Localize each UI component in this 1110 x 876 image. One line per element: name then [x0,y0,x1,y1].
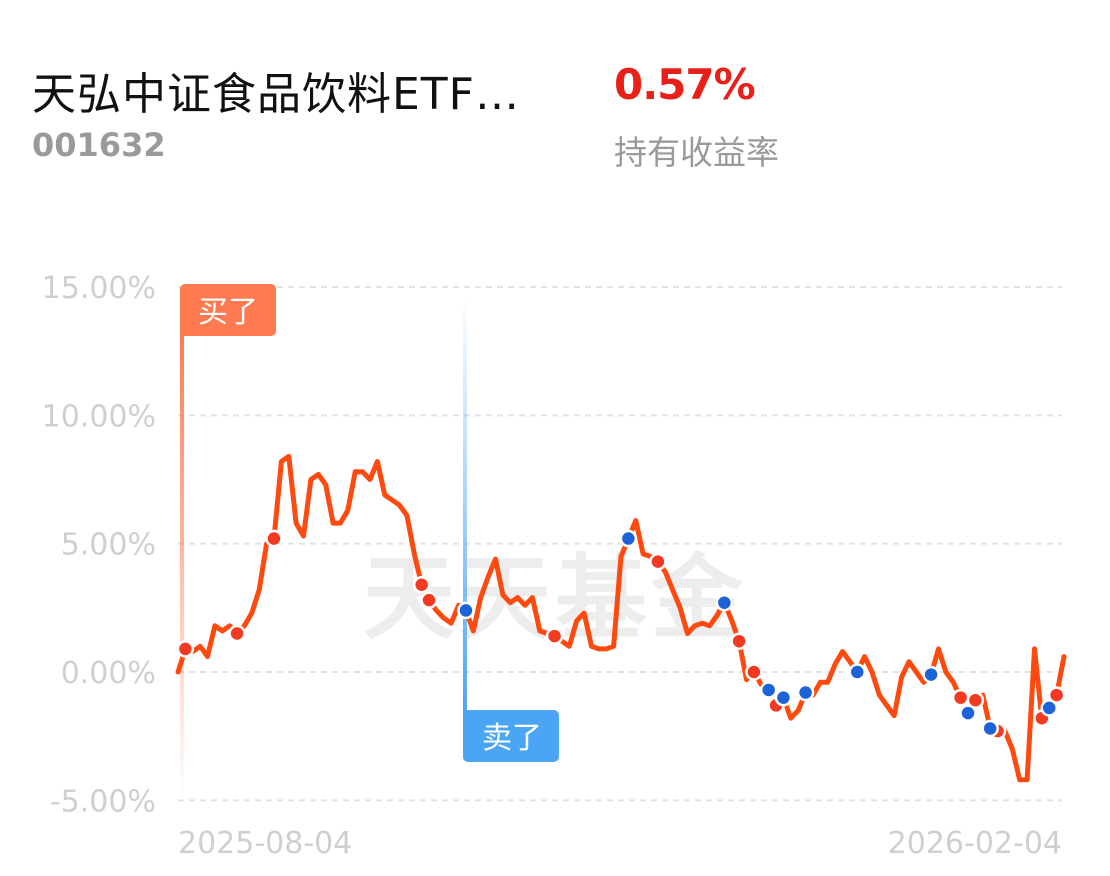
x-axis-start-label: 2025-08-04 [178,826,352,861]
buy-point[interactable] [1047,686,1066,704]
x-axis-end-label: 2026-02-04 [888,826,1062,861]
sell-point[interactable] [848,663,867,681]
sell-point[interactable] [959,704,977,722]
buy-point[interactable] [730,632,748,650]
buy-point[interactable] [649,552,667,571]
sell-point[interactable] [1040,699,1058,717]
holding-return-value: 0.57% [614,60,756,109]
sell-point[interactable] [715,593,734,612]
sell-tag [462,710,559,762]
buy-tag-label: 买了 [198,295,258,330]
y-axis-ticks: 15.00% 10.00% 5.00% 0.00% -5.00% [42,271,156,819]
sell-point[interactable] [922,665,940,684]
y-tick-label: 10.00% [42,399,156,434]
holding-return-label: 持有收益率 [614,133,779,172]
y-tick-label: -5.00% [50,784,156,819]
y-tick-label: 15.00% [42,271,156,306]
sell-tag-label: 卖了 [482,721,542,756]
fund-name: 天弘中证食品饮料ETF… [32,69,520,120]
buy-point[interactable] [228,624,246,643]
return-series-line [175,453,1067,783]
grid-lines [178,286,1062,802]
buy-tag [180,284,276,336]
buy-point[interactable] [545,627,564,645]
buy-point[interactable] [951,688,970,707]
fund-code: 001632 [32,126,166,164]
buy-point[interactable] [265,529,283,548]
buy-point[interactable] [745,663,763,681]
buy-point[interactable] [420,591,438,609]
sell-point[interactable] [796,683,815,702]
sell-marker-line [462,296,467,716]
y-tick-label: 0.00% [61,656,156,691]
buy-point[interactable] [966,691,985,709]
sell-point[interactable] [457,601,475,620]
sell-point[interactable] [981,719,999,738]
buy-marker-line [180,330,184,800]
buy-point[interactable] [176,640,195,658]
sell-point[interactable] [759,681,778,699]
buy-point[interactable] [412,575,431,594]
sell-point[interactable] [774,688,793,707]
sell-point[interactable] [619,529,638,548]
y-tick-label: 5.00% [61,528,156,563]
